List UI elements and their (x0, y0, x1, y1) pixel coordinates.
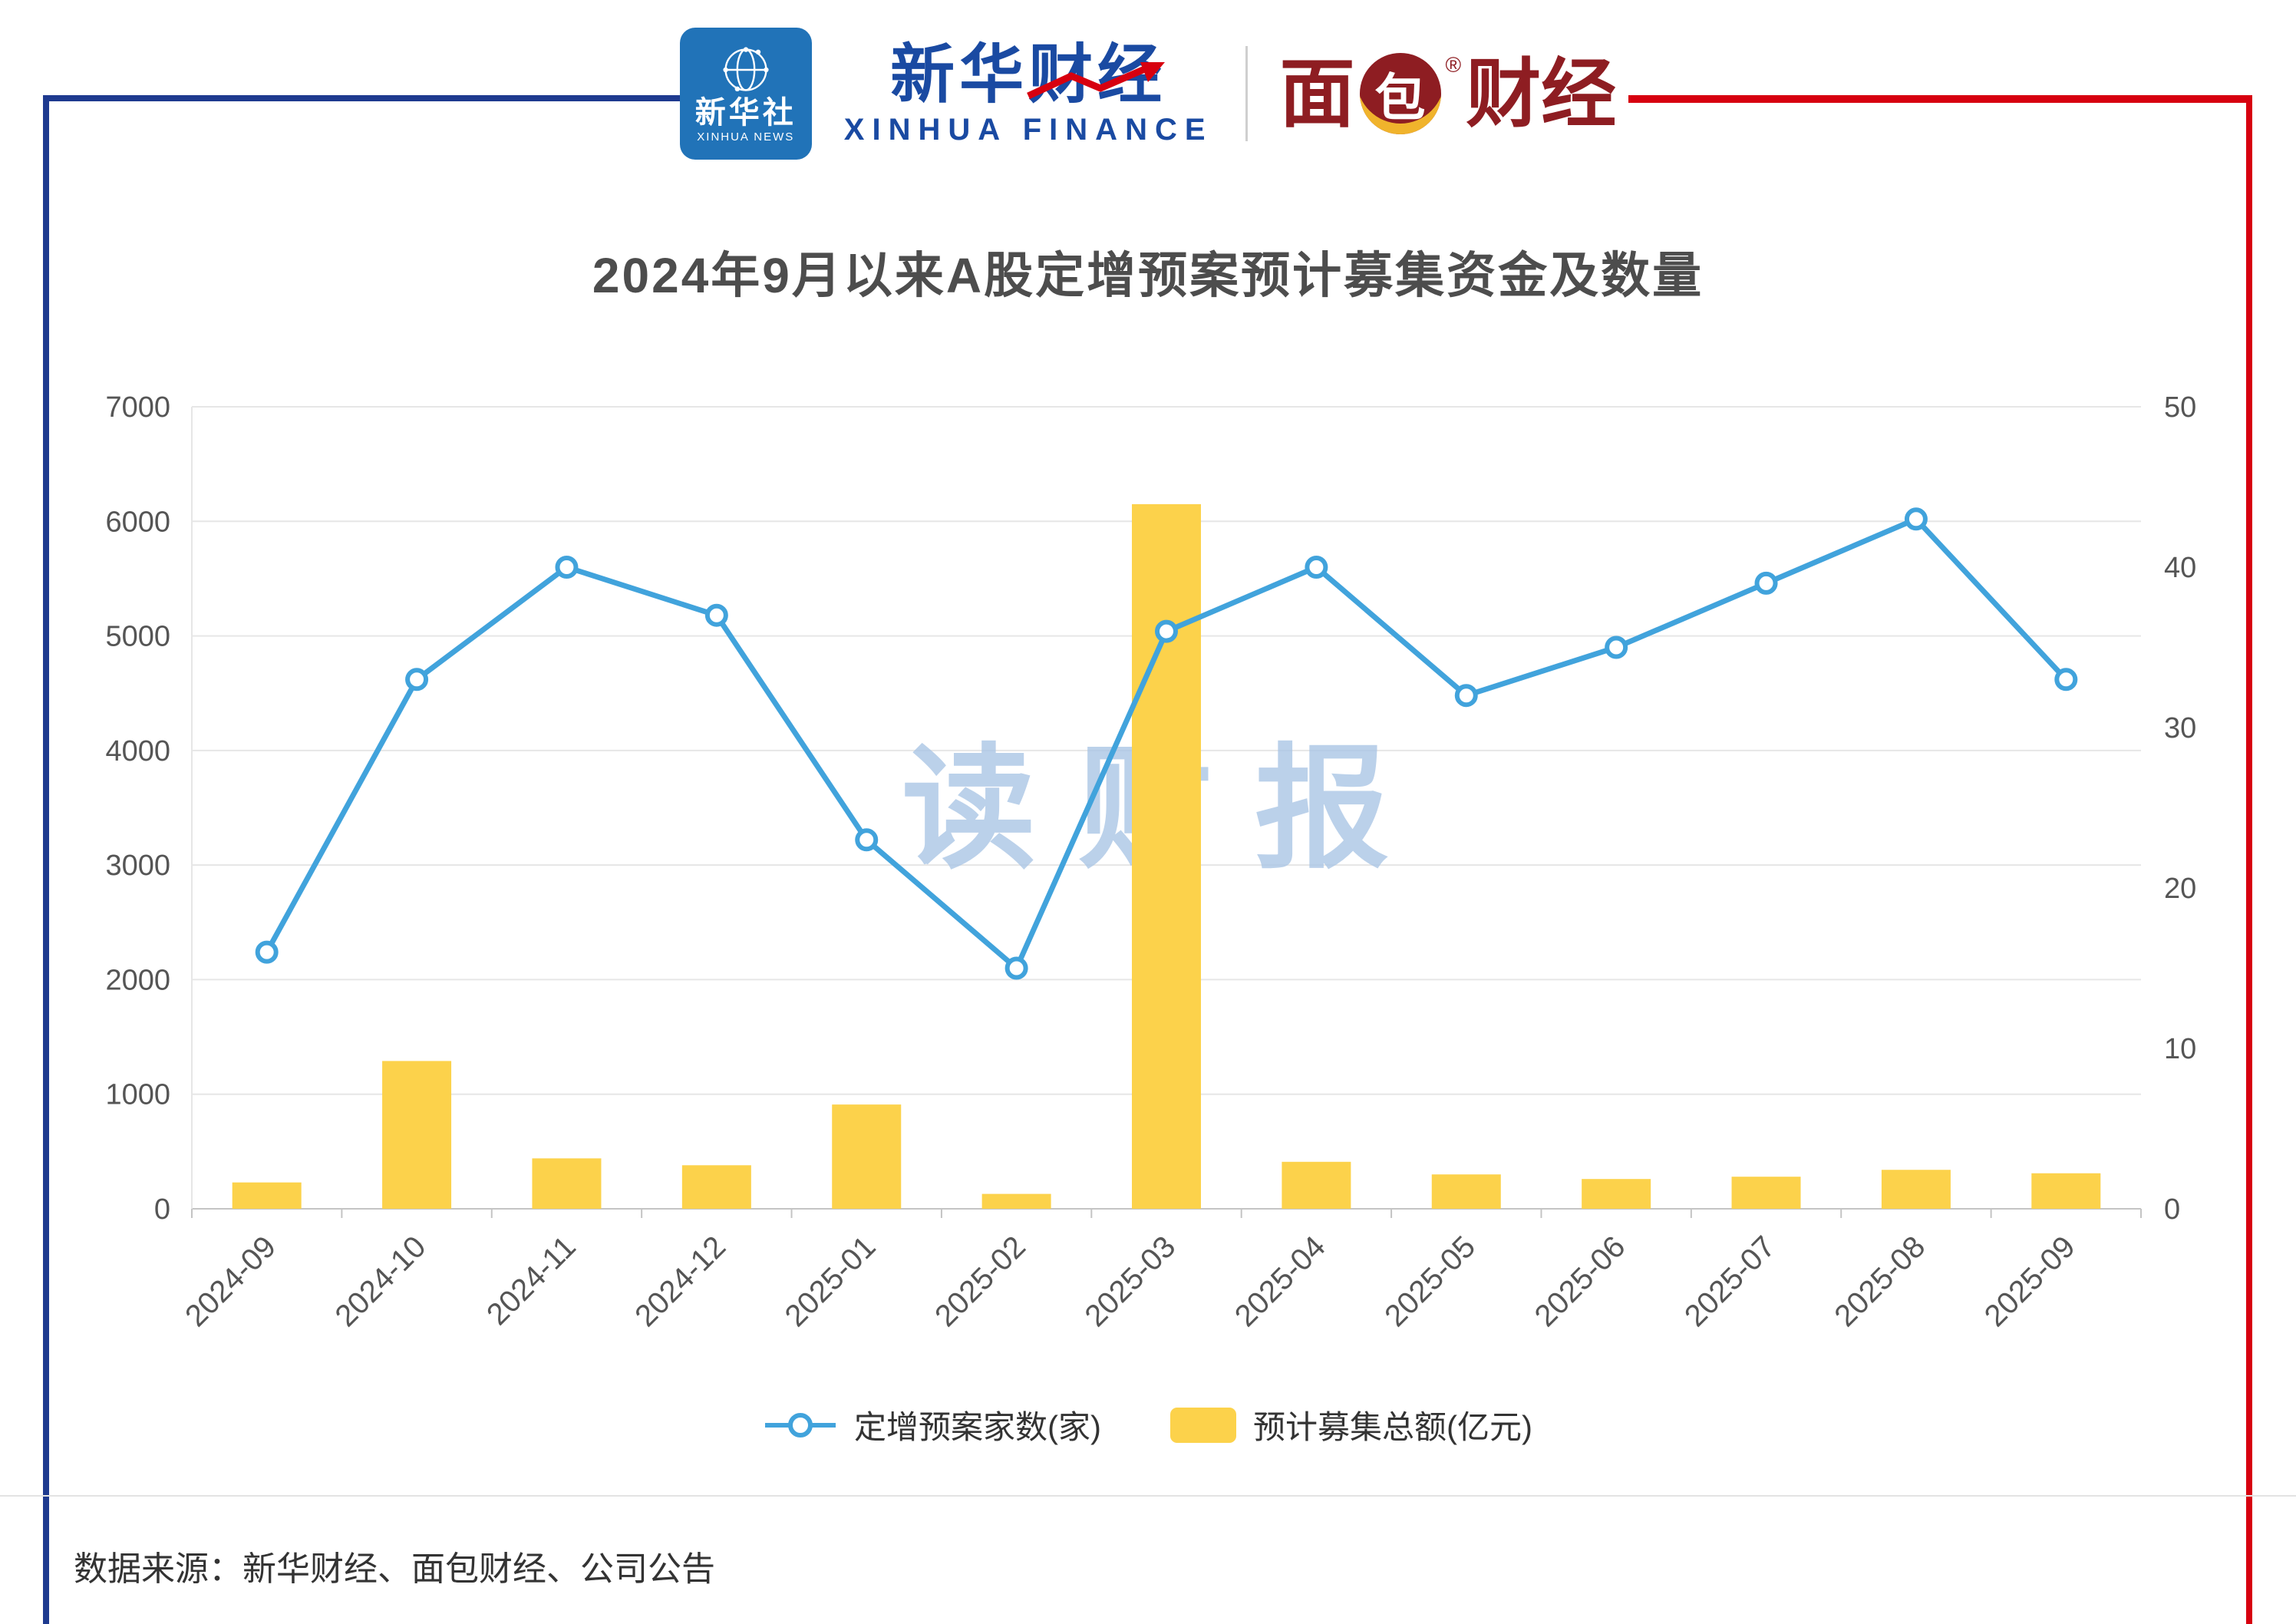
mianbao-finance-logo: 面 包 ® 财经 (1279, 51, 1617, 136)
line-point-2025-03 (1155, 619, 1178, 643)
y-axis-left-label-5000: 5000 (105, 621, 170, 653)
x-axis-label-2024-11: 2024-11 (480, 1230, 582, 1332)
mianbao-bao-circle-icon: 包 (1359, 53, 1441, 134)
xinhua-news-en: XINHUA NEWS (697, 130, 795, 144)
chart-title: 2024年9月以来A股定增预案预计募集资金及数量 (592, 248, 1704, 303)
data-source: 数据来源：新华财经、面包财经、公司公告 (74, 1550, 715, 1588)
legend-label-bar: 预计募集总额(亿元) (1253, 1409, 1532, 1445)
bar-2025-02 (981, 1193, 1051, 1209)
x-axis-label-2024-10: 2024-10 (329, 1230, 433, 1333)
line-point-2024-11 (555, 556, 579, 579)
bar-2025-06 (1582, 1179, 1651, 1209)
line-point-2024-12 (704, 603, 728, 627)
x-axis-label-2025-05: 2025-05 (1378, 1230, 1482, 1333)
y-axis-left-label-6000: 6000 (105, 506, 170, 538)
y-axis-right-label-40: 40 (2164, 552, 2196, 584)
y-axis-left-label-7000: 7000 (105, 391, 170, 424)
line-point-2025-07 (1754, 571, 1778, 595)
y-axis-left-label-3000: 3000 (105, 850, 170, 882)
bar-2024-12 (681, 1165, 751, 1209)
xinhua-finance-en: XINHUA FINANCE (843, 113, 1213, 147)
bar-2025-01 (832, 1104, 902, 1209)
line-point-2025-01 (855, 828, 879, 852)
legend: 定增预案家数(家) 预计募集总额(亿元) (0, 1401, 2296, 1448)
bar-2025-04 (1282, 1161, 1351, 1209)
line-series-marker-icon (765, 1412, 836, 1438)
x-axis-label-2025-08: 2025-08 (1828, 1230, 1931, 1333)
x-axis-label-2025-04: 2025-04 (1229, 1230, 1332, 1333)
mianbao-char-mian: 面 (1279, 51, 1355, 136)
x-axis-label-2024-09: 2024-09 (179, 1230, 282, 1333)
x-axis-label-2025-01: 2025-01 (779, 1230, 882, 1333)
bar-2025-09 (2031, 1173, 2101, 1209)
xinhua-finance-cn-wrap: 新华财经 (890, 42, 1166, 107)
frame-top-right-border (1628, 95, 2252, 103)
y-axis-right-label-10: 10 (2164, 1033, 2196, 1065)
line-point-2024-09 (255, 940, 279, 964)
y-axis-left-label-0: 0 (154, 1193, 170, 1226)
line-point-2025-06 (1605, 635, 1628, 659)
x-axis-label-2025-06: 2025-06 (1529, 1230, 1632, 1333)
x-axis-label-2024-12: 2024-12 (628, 1230, 732, 1333)
line-point-2025-04 (1305, 556, 1328, 579)
x-axis-label-2025-02: 2025-02 (929, 1230, 1032, 1333)
bar-series-marker-icon (1170, 1407, 1236, 1443)
x-axis-label-2025-03: 2025-03 (1078, 1230, 1182, 1333)
bar-2025-05 (1431, 1174, 1501, 1209)
registered-mark: ® (1445, 53, 1462, 77)
xinhua-news-logo: 新华社 XINHUA NEWS (679, 28, 812, 160)
y-axis-right-label-0: 0 (2164, 1193, 2180, 1226)
bar-2025-03 (1132, 503, 1201, 1209)
legend-item-line: 定增预案家数(家) (764, 1401, 1101, 1448)
y-axis-left-label-4000: 4000 (105, 735, 170, 767)
bar-2024-10 (382, 1061, 452, 1209)
xinhua-finance-cn: 新华财经 (890, 38, 1167, 111)
bar-2024-11 (532, 1158, 602, 1209)
line-point-2024-10 (405, 668, 429, 692)
frame-left-border (43, 95, 49, 1624)
xinhua-news-cn: 新华社 (694, 95, 797, 130)
line-point-2025-09 (2054, 668, 2078, 692)
y-axis-right-label-50: 50 (2164, 391, 2196, 424)
bar-2025-07 (1731, 1177, 1801, 1209)
footer-divider (0, 1495, 2296, 1497)
frame-top-left-border (43, 95, 695, 101)
legend-label-line: 定增预案家数(家) (854, 1409, 1101, 1445)
header: 新华社 XINHUA NEWS 新华财经 XINHUA FINANCE 面 包 … (0, 18, 2296, 169)
legend-item-bar: 预计募集总额(亿元) (1170, 1401, 1532, 1448)
frame-right-border (2246, 95, 2252, 1624)
line-point-2025-02 (1004, 956, 1028, 980)
y-axis-right-label-20: 20 (2164, 873, 2196, 905)
mianbao-chars-caijing: 财经 (1466, 51, 1617, 136)
y-axis-right-label-30: 30 (2164, 712, 2196, 744)
y-axis-left-label-1000: 1000 (105, 1079, 170, 1111)
xinhua-finance-logo: 新华财经 XINHUA FINANCE (844, 42, 1213, 145)
bar-2024-09 (232, 1182, 302, 1209)
header-divider (1245, 46, 1248, 141)
bar-2025-08 (1881, 1170, 1951, 1209)
x-axis-label-2025-07: 2025-07 (1678, 1230, 1782, 1333)
line-point-2025-08 (1904, 507, 1928, 531)
combo-chart: 0 1000 2000 3000 4000 5000 6000 7000 0 10 20 30 40 50… (105, 391, 2196, 1333)
network-globe-icon (723, 46, 769, 91)
x-axis-label-2025-09: 2025-09 (1978, 1230, 2082, 1333)
y-axis-left-label-2000: 2000 (105, 964, 170, 996)
line-point-2025-05 (1454, 684, 1478, 708)
